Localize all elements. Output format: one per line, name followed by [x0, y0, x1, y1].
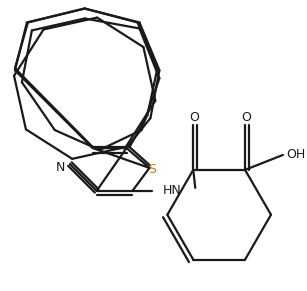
Text: N: N	[56, 161, 66, 173]
Text: HN: HN	[162, 184, 181, 197]
Text: S: S	[148, 164, 157, 176]
Text: O: O	[189, 111, 199, 124]
Text: OH: OH	[286, 148, 305, 162]
Text: O: O	[241, 111, 251, 124]
